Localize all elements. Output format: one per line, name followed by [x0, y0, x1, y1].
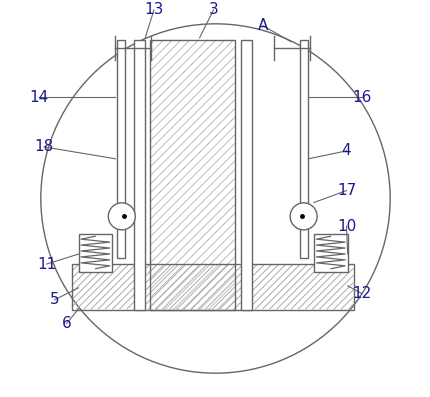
Circle shape	[108, 203, 135, 230]
Text: 14: 14	[29, 90, 48, 105]
Text: A: A	[257, 18, 268, 33]
Bar	[134, 40, 145, 310]
Text: 17: 17	[336, 183, 355, 198]
Bar	[240, 40, 251, 310]
Bar	[117, 40, 125, 258]
Text: 12: 12	[352, 286, 371, 301]
Text: 18: 18	[34, 139, 53, 154]
Bar	[78, 234, 112, 272]
Bar	[72, 264, 353, 310]
Text: 6: 6	[61, 316, 71, 331]
Text: 16: 16	[352, 90, 371, 105]
Circle shape	[289, 203, 316, 230]
Text: 3: 3	[208, 2, 218, 17]
Bar	[313, 234, 347, 272]
Text: 13: 13	[144, 2, 163, 17]
Text: 10: 10	[336, 219, 355, 234]
Bar	[300, 40, 308, 258]
Text: 5: 5	[50, 292, 59, 307]
Text: 11: 11	[37, 256, 56, 272]
Text: 4: 4	[341, 143, 350, 158]
Bar	[150, 40, 235, 310]
